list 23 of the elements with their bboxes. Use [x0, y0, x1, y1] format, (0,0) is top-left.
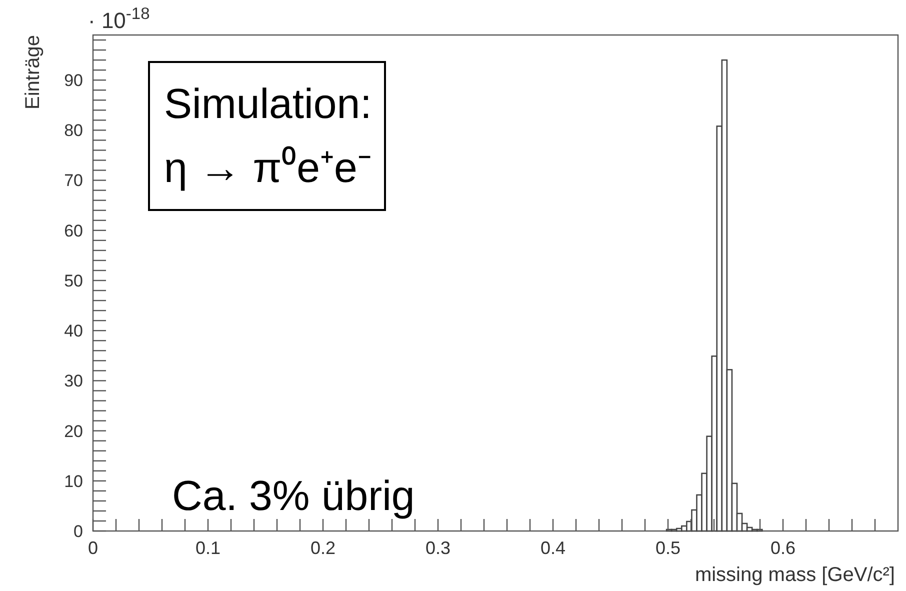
y-tick-label: 80 — [64, 121, 83, 140]
x-tick-label: 0.1 — [195, 538, 221, 558]
x-axis-title: missing mass [GeV/c²] — [694, 564, 895, 586]
x-tick-label: 0 — [88, 538, 98, 558]
x-tick-label: 0.4 — [540, 538, 566, 558]
annotation: Simulation: — [164, 80, 372, 127]
y-tick-label: 60 — [64, 221, 83, 240]
y-tick-label: 70 — [64, 171, 83, 190]
y-tick-label: 30 — [64, 372, 83, 391]
y-tick-label: 0 — [74, 522, 83, 541]
y-tick-label: 50 — [64, 271, 83, 290]
x-tick-label: 0.6 — [770, 538, 796, 558]
annotation: Ca. 3% übrig — [172, 472, 415, 519]
y-tick-label: 40 — [64, 322, 83, 341]
x-tick-label: 0.2 — [310, 538, 336, 558]
text: · 10$^{-18}$ — [88, 5, 150, 33]
x-tick-label: 0.5 — [655, 538, 681, 558]
y-tick-label: 20 — [64, 422, 83, 441]
y-tick-label: 90 — [64, 71, 83, 90]
x-tick-label: 0.3 — [425, 538, 451, 558]
annotation: η → π⁰e⁺e⁻ — [164, 144, 372, 191]
y-tick-label: 10 — [64, 472, 83, 491]
y-axis-title: Einträge — [22, 35, 44, 110]
